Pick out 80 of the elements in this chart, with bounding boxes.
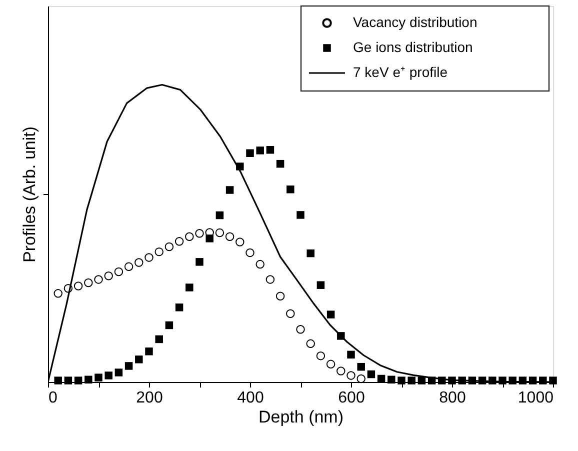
point: [236, 238, 244, 246]
point: [84, 278, 93, 288]
point: [226, 186, 234, 194]
point: [174, 237, 184, 246]
point: [316, 351, 326, 360]
point: [306, 339, 315, 348]
point: [164, 242, 174, 252]
x-axis-title: Depth (nm): [258, 408, 344, 426]
point: [54, 289, 62, 298]
point: [134, 258, 144, 267]
point: [246, 149, 254, 158]
point: [326, 310, 335, 318]
point: [347, 350, 355, 359]
point: [54, 376, 62, 384]
point: [144, 253, 154, 262]
point: [104, 372, 112, 380]
point: [155, 335, 163, 344]
point: [266, 275, 275, 284]
point: [185, 232, 194, 242]
x-tick-label: 200: [136, 390, 163, 406]
point: [549, 376, 557, 384]
point: [306, 249, 314, 258]
point: [165, 321, 174, 330]
point: [367, 370, 376, 378]
point: [216, 211, 224, 220]
point: [377, 374, 386, 383]
point: [135, 356, 143, 364]
legend-label: Vacancy distribution: [353, 14, 478, 30]
point: [498, 376, 506, 384]
point: [104, 272, 113, 280]
point: [114, 267, 124, 276]
point: [276, 292, 285, 300]
point: [357, 362, 365, 371]
point: [296, 325, 305, 334]
point: [64, 284, 73, 293]
point: [276, 160, 284, 168]
point: [124, 362, 133, 370]
point: [186, 284, 194, 292]
point: [215, 228, 224, 238]
point: [124, 262, 134, 272]
point: [154, 247, 164, 256]
legend-label: Ge ions distribution: [353, 39, 473, 55]
point: [286, 309, 295, 318]
x-tick-label: 400: [237, 390, 264, 406]
point: [206, 234, 214, 242]
point: [74, 376, 82, 384]
point: [246, 248, 254, 258]
point: [256, 146, 264, 154]
point: [94, 275, 103, 284]
point: [175, 304, 184, 312]
point: [225, 232, 234, 242]
point: [94, 374, 102, 382]
point: [196, 258, 204, 266]
point: [508, 376, 516, 384]
point: [74, 282, 83, 290]
point: [346, 371, 356, 380]
point: [64, 376, 72, 384]
point: [195, 229, 204, 238]
point: [256, 260, 264, 269]
point: [356, 374, 366, 384]
point: [418, 376, 426, 384]
x-tick-label: 0: [48, 390, 58, 406]
point: [398, 376, 406, 384]
point: [266, 146, 274, 154]
point: [286, 186, 294, 194]
point: [316, 281, 325, 289]
point: [114, 368, 123, 376]
point: [408, 376, 416, 384]
point: [84, 376, 92, 384]
point: [336, 366, 346, 376]
point: [388, 376, 396, 384]
x-tick-label: 1000: [518, 390, 554, 406]
x-tick-label: 800: [439, 390, 466, 406]
point: [145, 348, 153, 356]
point: [326, 360, 336, 369]
x-tick-label: 600: [338, 390, 365, 406]
legend-label: 7 keV e⁺ profile: [353, 64, 448, 80]
y-axis-title: Profiles (Arb. unit): [20, 126, 39, 263]
point: [539, 376, 547, 384]
point: [296, 211, 304, 219]
